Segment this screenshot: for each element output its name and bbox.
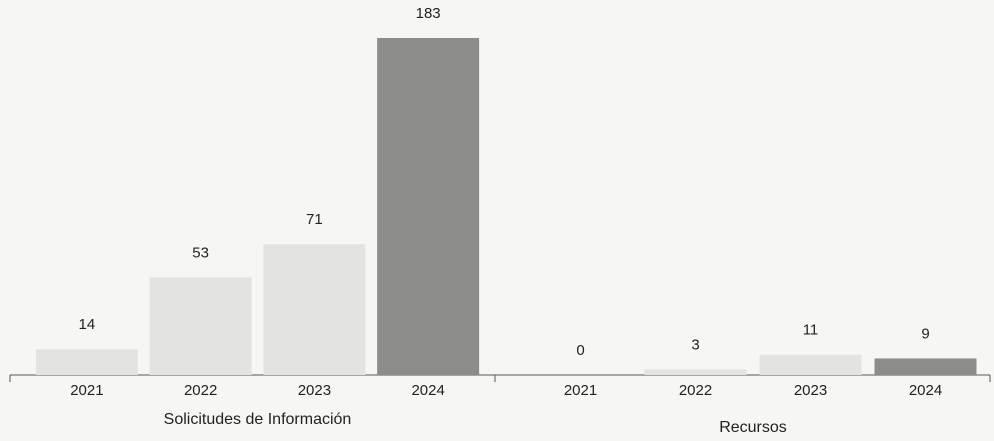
bar xyxy=(377,38,480,375)
x-tick-label: 2024 xyxy=(909,382,942,399)
value-label: 9 xyxy=(921,325,929,342)
bar xyxy=(263,244,366,375)
value-label: 11 xyxy=(803,322,819,339)
bar xyxy=(874,358,977,375)
x-tick-label: 2023 xyxy=(298,382,331,399)
x-tick-label: 2023 xyxy=(794,382,827,399)
bar xyxy=(759,354,862,375)
x-tick-label: 2022 xyxy=(679,382,712,399)
value-label: 53 xyxy=(192,244,209,261)
bar xyxy=(644,369,747,375)
value-label: 71 xyxy=(306,211,323,228)
x-tick-label: 2024 xyxy=(411,382,444,399)
bar xyxy=(149,277,252,375)
value-label: 0 xyxy=(576,342,584,359)
x-tick-label: 2021 xyxy=(564,382,597,399)
value-label: 14 xyxy=(79,316,96,333)
x-tick-label: 2021 xyxy=(70,382,103,399)
value-label: 183 xyxy=(416,5,441,22)
group-label: Solicitudes de Información xyxy=(164,411,352,428)
group-label: Recursos xyxy=(719,419,787,436)
bar xyxy=(35,349,138,375)
value-label: 3 xyxy=(691,336,699,353)
x-tick-label: 2022 xyxy=(184,382,217,399)
